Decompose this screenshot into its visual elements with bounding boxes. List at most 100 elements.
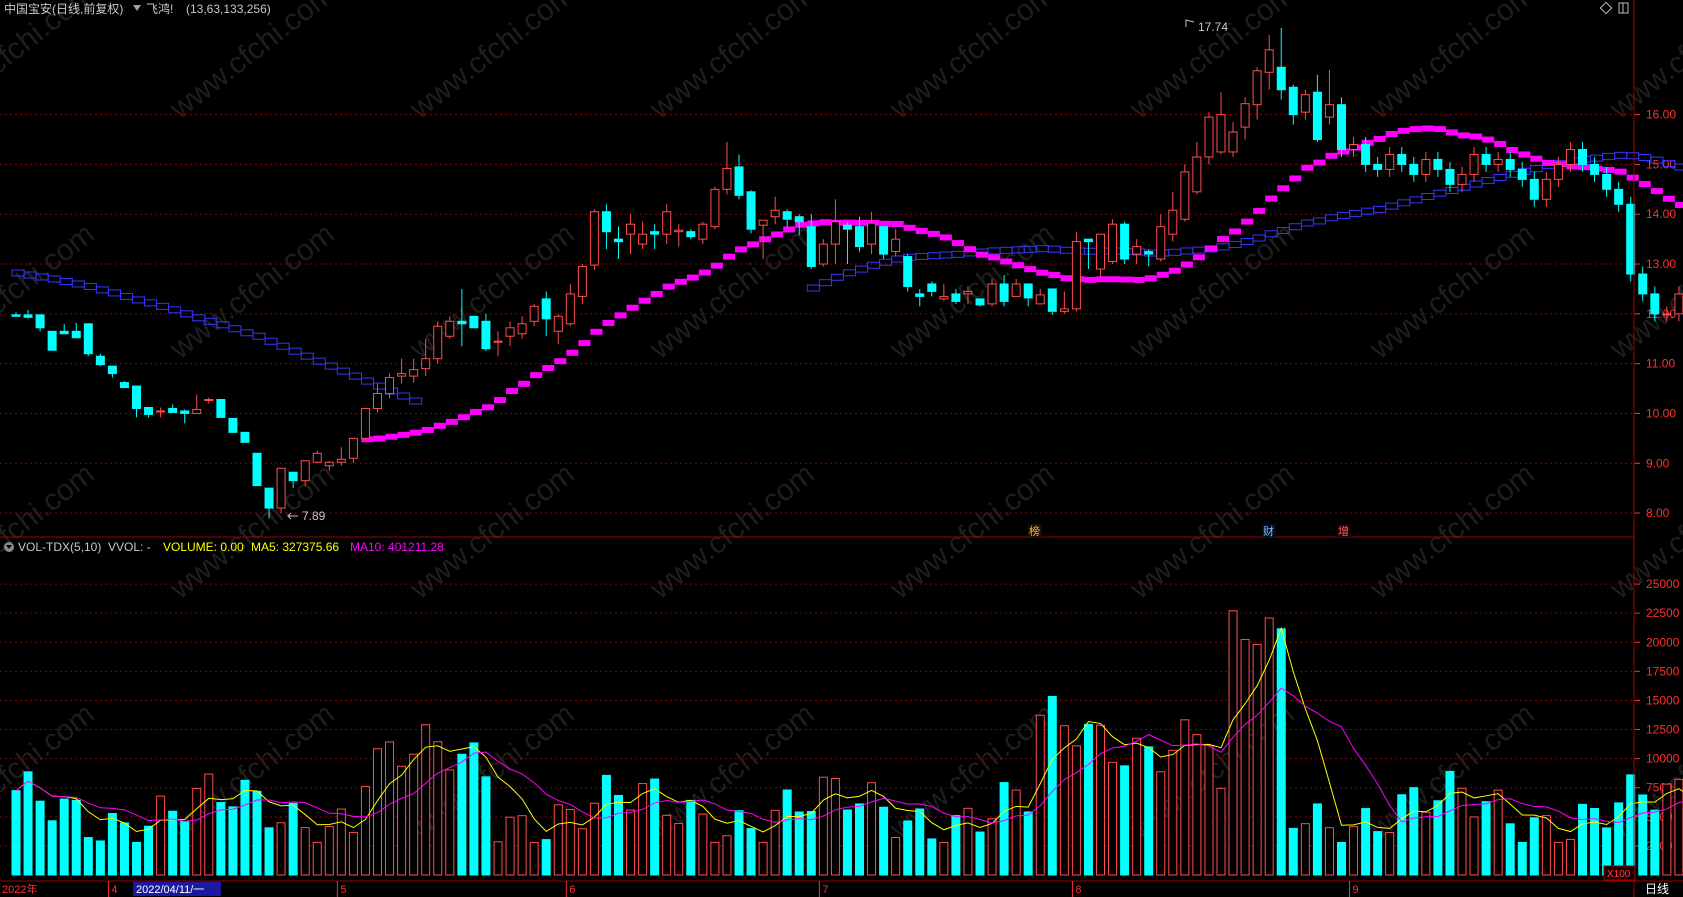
ma-fast-step bbox=[1470, 133, 1483, 140]
ma-fast-step bbox=[1626, 174, 1639, 181]
candle-down bbox=[1433, 158, 1443, 170]
volume-bar-up bbox=[360, 786, 370, 876]
volume-bar-down bbox=[999, 782, 1009, 876]
volume-bar-up bbox=[963, 807, 973, 876]
candle-down bbox=[927, 283, 937, 292]
candle-down bbox=[216, 399, 226, 418]
candle-up bbox=[1240, 103, 1250, 128]
volume-bar-down bbox=[794, 811, 804, 876]
ma-fast-step bbox=[1301, 164, 1314, 171]
month-label: 7 bbox=[822, 884, 828, 896]
ma-fast-step bbox=[1180, 261, 1193, 268]
volume-bar-down bbox=[1578, 803, 1587, 876]
volume-bar-down bbox=[915, 808, 925, 876]
ma-fast-step bbox=[602, 319, 615, 326]
ma-slow-step bbox=[180, 310, 194, 318]
month-label: 5 bbox=[340, 884, 346, 896]
ma-fast-step bbox=[1542, 159, 1555, 166]
ma-fast-step bbox=[1325, 152, 1338, 159]
ma-fast-step bbox=[650, 290, 663, 297]
candle-down bbox=[288, 471, 298, 482]
event-marker-rank[interactable]: 榜 bbox=[1029, 524, 1040, 538]
volume-bar-up bbox=[1662, 783, 1672, 876]
candle-down bbox=[1614, 188, 1624, 205]
ma-fast-step bbox=[385, 433, 398, 440]
ma-fast-step bbox=[686, 274, 699, 281]
ma-fast-step bbox=[626, 304, 639, 311]
volume-bar-up bbox=[276, 822, 286, 876]
candle-down bbox=[240, 431, 250, 443]
volume-bar-down bbox=[1409, 787, 1419, 876]
period-label[interactable]: 日线 bbox=[1645, 882, 1669, 896]
candle-up bbox=[1565, 148, 1575, 165]
volume-bar-up bbox=[1132, 737, 1142, 876]
candle-up bbox=[698, 223, 708, 240]
candle-down bbox=[95, 355, 105, 366]
ma-fast-step bbox=[988, 254, 1001, 261]
candle-up bbox=[1228, 131, 1238, 153]
ma-fast-step bbox=[1662, 195, 1675, 202]
volume-bar-up bbox=[710, 841, 720, 876]
diamond-icon[interactable] bbox=[1599, 1, 1613, 15]
ma-slow-step bbox=[1674, 163, 1683, 171]
candle-up bbox=[348, 437, 358, 459]
ma-fast-step bbox=[469, 408, 482, 415]
candle-up bbox=[1180, 171, 1190, 220]
candle-up bbox=[1252, 70, 1262, 106]
month-label: 4 bbox=[111, 884, 117, 896]
ma-fast-step bbox=[614, 312, 627, 319]
ma5-value: MA5: 327375.66 bbox=[251, 540, 339, 554]
candle-down bbox=[614, 238, 623, 243]
ma-fast-step bbox=[1241, 218, 1254, 225]
volume-bar-up bbox=[1240, 638, 1250, 876]
volume-bar-up bbox=[385, 741, 395, 876]
candle-down bbox=[1373, 163, 1383, 170]
ma-fast-step bbox=[1277, 185, 1290, 192]
volume-bar-down bbox=[1083, 723, 1093, 876]
ma-fast-step bbox=[1614, 168, 1627, 175]
vvol-label: VVOL: - bbox=[108, 540, 151, 554]
candle-up bbox=[336, 458, 346, 463]
candle-up bbox=[373, 393, 382, 409]
ma-fast-step bbox=[1421, 125, 1434, 132]
candle-down bbox=[1626, 203, 1636, 275]
candle-up bbox=[553, 315, 563, 332]
candle-down bbox=[999, 283, 1009, 302]
volume-bar-up bbox=[1385, 832, 1395, 876]
ma-fast-step bbox=[1036, 269, 1049, 276]
ma-fast-step bbox=[939, 234, 952, 241]
candle-down bbox=[1590, 163, 1600, 175]
ma-fast-step bbox=[855, 219, 868, 226]
indicator-dropdown-icon[interactable] bbox=[133, 5, 141, 11]
candle-down bbox=[1397, 153, 1407, 165]
candle-down bbox=[168, 407, 178, 413]
volume-tick-label: 20000 bbox=[1646, 635, 1680, 649]
month-label: 8 bbox=[1075, 884, 1081, 896]
event-marker-increase[interactable]: 增 bbox=[1338, 524, 1349, 538]
ma-fast-step bbox=[1289, 175, 1302, 182]
candle-down bbox=[71, 330, 81, 339]
event-marker-finance[interactable]: 财 bbox=[1263, 524, 1274, 538]
volume-bar-up bbox=[1264, 617, 1274, 876]
volume-bar-up bbox=[626, 809, 636, 876]
candle-down bbox=[903, 256, 913, 287]
volume-bar-up bbox=[1204, 744, 1214, 876]
volume-bar-down bbox=[975, 831, 985, 876]
ma-fast-step bbox=[771, 231, 784, 238]
volume-bar-down bbox=[1638, 794, 1648, 876]
candle-up bbox=[1324, 104, 1334, 118]
volume-bar-up bbox=[1300, 823, 1310, 876]
ma-slow-step bbox=[312, 357, 326, 365]
ma-fast-step bbox=[1506, 146, 1519, 153]
candle-up bbox=[1071, 241, 1081, 310]
price-tick-label: 14.00 bbox=[1646, 207, 1676, 221]
volume-bar-down bbox=[650, 778, 660, 876]
volume-bar-up bbox=[433, 741, 443, 876]
candle-up bbox=[770, 209, 780, 218]
ma-fast-step bbox=[530, 372, 543, 379]
volume-bar-up bbox=[674, 822, 684, 876]
candle-down bbox=[734, 166, 744, 196]
volume-bar-down bbox=[1120, 765, 1130, 876]
